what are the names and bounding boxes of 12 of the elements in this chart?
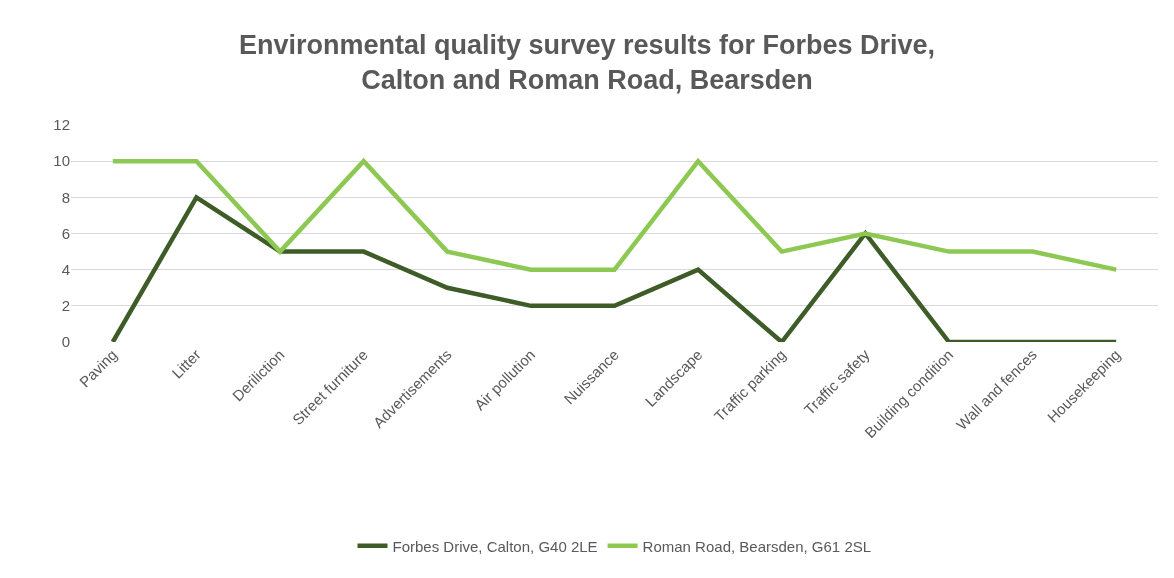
y-tick-label: 10 (53, 152, 70, 170)
legend-label: Roman Road, Bearsden, G61 2SL (642, 537, 872, 555)
y-tick-label: 2 (61, 297, 70, 315)
line-series (110, 158, 1119, 272)
y-tick-label: 8 (61, 188, 70, 206)
y-tick-label: 12 (53, 116, 70, 134)
y-tick-label: 6 (61, 224, 70, 242)
line-series (110, 195, 1119, 342)
legend-label: Forbes Drive, Calton, G40 2LE (392, 537, 598, 555)
chart-title: Environmental quality survey results for Forbes Drive, Calton and Roman Road, Bearsden (238, 30, 936, 96)
y-tick-label: 4 (61, 260, 70, 278)
y-tick-label: 0 (61, 333, 70, 351)
